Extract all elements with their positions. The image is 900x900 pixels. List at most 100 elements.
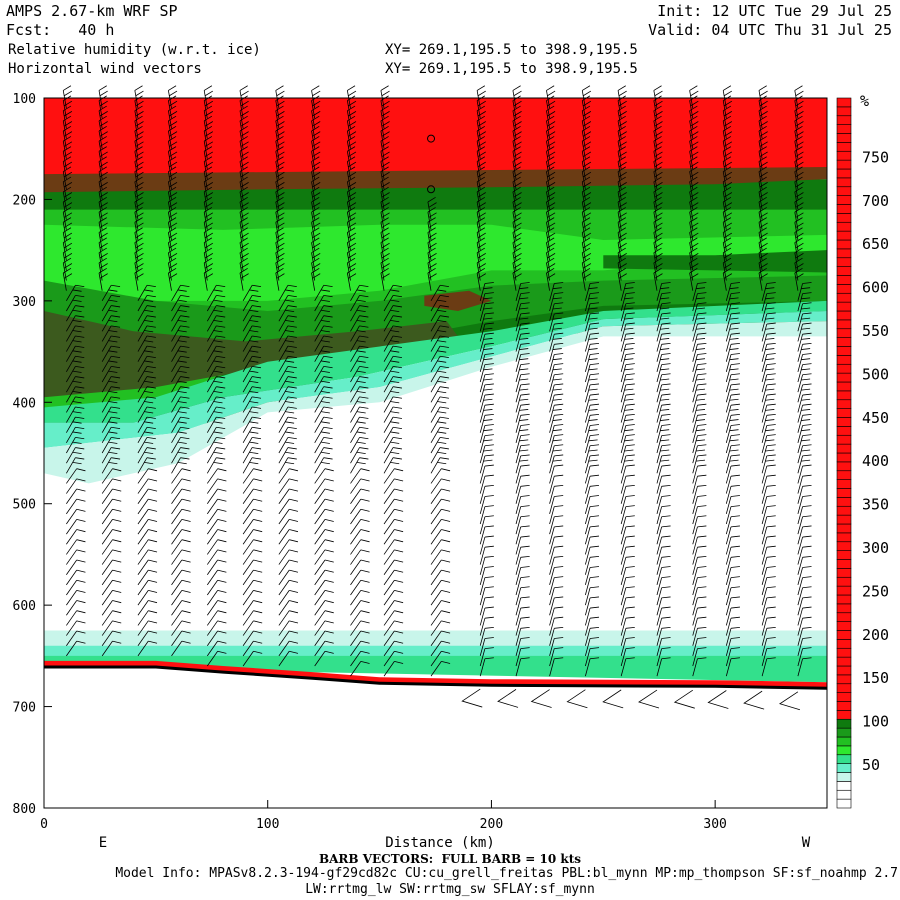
barb-staff: [383, 376, 394, 393]
barb-flag: [216, 315, 226, 318]
barb-flag: [483, 459, 493, 462]
barb-flag: [312, 212, 321, 218]
barb-staff: [585, 313, 591, 332]
colorbar-cell: [836, 568, 852, 578]
barb-flag: [766, 495, 776, 497]
barb-flag: [287, 345, 297, 348]
barb-flag: [759, 222, 768, 228]
colorbar-cell: [836, 381, 852, 392]
barb-flag: [63, 257, 72, 264]
barb-flag: [625, 282, 635, 284]
barb-flag: [654, 222, 663, 228]
barb-flag: [356, 330, 366, 333]
barb-staff: [515, 354, 522, 372]
barb-flag: [240, 212, 249, 218]
barb-flag: [134, 186, 143, 193]
barb-flag: [289, 640, 299, 644]
barb-flag: [99, 141, 108, 147]
barb-flag: [476, 217, 486, 223]
barb-staff: [549, 476, 555, 494]
barb-staff: [314, 580, 326, 596]
colorbar-label: 500: [862, 365, 889, 383]
rh-band-7: [44, 300, 827, 423]
barb-flag: [203, 146, 213, 152]
barb-flag: [311, 186, 320, 193]
barb-staff: [383, 640, 395, 657]
barb-flag: [181, 579, 191, 583]
barb-flag: [588, 348, 598, 350]
barb-staff: [692, 476, 698, 494]
barb-flag: [654, 100, 663, 107]
barb-flag: [356, 309, 366, 312]
barb-flag: [356, 451, 366, 454]
barb-flag: [765, 459, 775, 462]
barb-staff: [761, 486, 768, 504]
barb-staff: [346, 272, 351, 291]
barb-flag: [661, 393, 671, 396]
barb-flag: [437, 401, 447, 404]
barb-flag: [144, 299, 154, 302]
barb-flag: [311, 125, 320, 132]
barb-flag: [360, 661, 370, 664]
barb-staff: [380, 272, 385, 291]
barb-staff: [171, 519, 183, 535]
barb-flag: [285, 289, 295, 292]
barb-flag: [253, 488, 263, 492]
barb-flag: [287, 315, 297, 318]
barb-flag: [439, 386, 449, 389]
barb-staff: [725, 394, 732, 413]
barb-flag: [75, 426, 85, 430]
barb-flag: [765, 398, 775, 401]
barb-staff: [206, 620, 218, 636]
barb-flag: [730, 322, 740, 325]
barb-flag: [520, 424, 530, 426]
barb-flag: [802, 353, 812, 355]
barb-flag: [240, 222, 249, 228]
barb-flag: [547, 192, 556, 198]
barb-flag: [360, 549, 370, 553]
barb-flag: [148, 529, 158, 533]
barb-staff: [171, 356, 181, 373]
barb-flag: [582, 90, 592, 97]
barb-staff: [692, 526, 698, 545]
barb-staff: [620, 293, 627, 312]
barb-flag: [216, 406, 226, 409]
barb-flag: [135, 131, 144, 137]
barb-flag: [203, 196, 213, 203]
barb-staff: [479, 526, 486, 545]
barb-staff: [620, 283, 627, 301]
barb-flag: [204, 232, 214, 239]
barb-flag: [483, 429, 493, 432]
barb-flag: [135, 212, 144, 218]
barb-staff: [797, 628, 803, 646]
barb-flag: [324, 630, 334, 634]
subsurface-barb: [707, 690, 729, 709]
barb-staff: [101, 590, 113, 606]
barb-staff: [430, 539, 442, 555]
barb-staff: [761, 607, 768, 626]
barb-staff: [101, 427, 112, 444]
barb-flag: [108, 461, 118, 465]
barb-staff: [242, 569, 254, 586]
barb-flag: [513, 242, 522, 249]
barb-flag: [216, 366, 226, 369]
barb-flag: [520, 626, 530, 629]
barb-flag: [213, 401, 223, 404]
barb-flag: [360, 620, 370, 624]
barb-flag: [519, 439, 529, 442]
barb-staff: [242, 529, 254, 545]
barb-staff: [797, 364, 803, 383]
colorbar-cell: [836, 559, 852, 569]
barb-staff: [101, 539, 113, 555]
barb-flag: [356, 411, 366, 414]
barb-flag: [394, 590, 404, 593]
barb-flag: [323, 457, 333, 460]
barb-staff: [206, 315, 217, 332]
barb-flag: [169, 182, 178, 188]
barb-staff: [314, 427, 325, 444]
barb-flag: [311, 227, 320, 233]
barb-flag: [75, 386, 85, 389]
barb-flag: [217, 579, 227, 583]
barb-flag: [287, 366, 297, 369]
barb-flag: [239, 105, 248, 112]
